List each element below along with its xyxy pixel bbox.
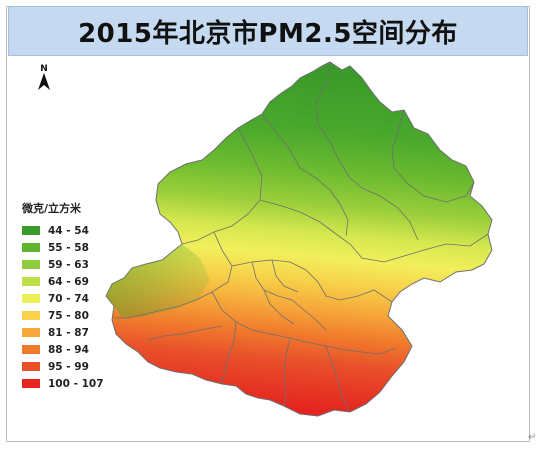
title-bar: 2015年北京市PM2.5空间分布: [8, 6, 528, 56]
west-green-zone: [106, 244, 210, 318]
legend: 微克/立方米 44 - 54 55 - 58 59 - 63 64 - 69 70 - …: [22, 200, 132, 392]
legend-swatch: [22, 294, 40, 303]
legend-item: 81 - 87: [22, 324, 132, 341]
legend-item: 88 - 94: [22, 341, 132, 358]
legend-label: 59 - 63: [48, 258, 89, 271]
legend-label: 55 - 58: [48, 241, 89, 254]
legend-swatch: [22, 226, 40, 235]
legend-swatch: [22, 362, 40, 371]
north-arrow-icon: N: [38, 64, 50, 90]
legend-swatch: [22, 345, 40, 354]
legend-label: 44 - 54: [48, 224, 89, 237]
legend-label: 88 - 94: [48, 343, 89, 356]
legend-label: 100 - 107: [48, 377, 104, 390]
north-label: N: [40, 64, 48, 74]
paragraph-mark: ↵: [528, 432, 537, 443]
legend-swatch: [22, 277, 40, 286]
legend-swatch: [22, 243, 40, 252]
legend-item: 70 - 74: [22, 290, 132, 307]
legend-item: 75 - 80: [22, 307, 132, 324]
legend-item: 44 - 54: [22, 222, 132, 239]
legend-swatch: [22, 260, 40, 269]
legend-label: 64 - 69: [48, 275, 89, 288]
district-boundaries: [114, 61, 489, 413]
legend-item: 95 - 99: [22, 358, 132, 375]
legend-item: 64 - 69: [22, 273, 132, 290]
legend-swatch: [22, 311, 40, 320]
legend-label: 95 - 99: [48, 360, 89, 373]
legend-items: 44 - 54 55 - 58 59 - 63 64 - 69 70 - 74 75 - …: [22, 222, 132, 392]
legend-item: 59 - 63: [22, 256, 132, 273]
legend-item: 55 - 58: [22, 239, 132, 256]
map-title: 2015年北京市PM2.5空间分布: [78, 18, 458, 49]
legend-swatch: [22, 328, 40, 337]
legend-swatch: [22, 379, 40, 388]
legend-title: 微克/立方米: [22, 202, 82, 215]
legend-label: 81 - 87: [48, 326, 89, 339]
beijing-boundary: [105, 61, 493, 417]
legend-label: 75 - 80: [48, 309, 89, 322]
legend-label: 70 - 74: [48, 292, 89, 305]
legend-item: 100 - 107: [22, 375, 132, 392]
